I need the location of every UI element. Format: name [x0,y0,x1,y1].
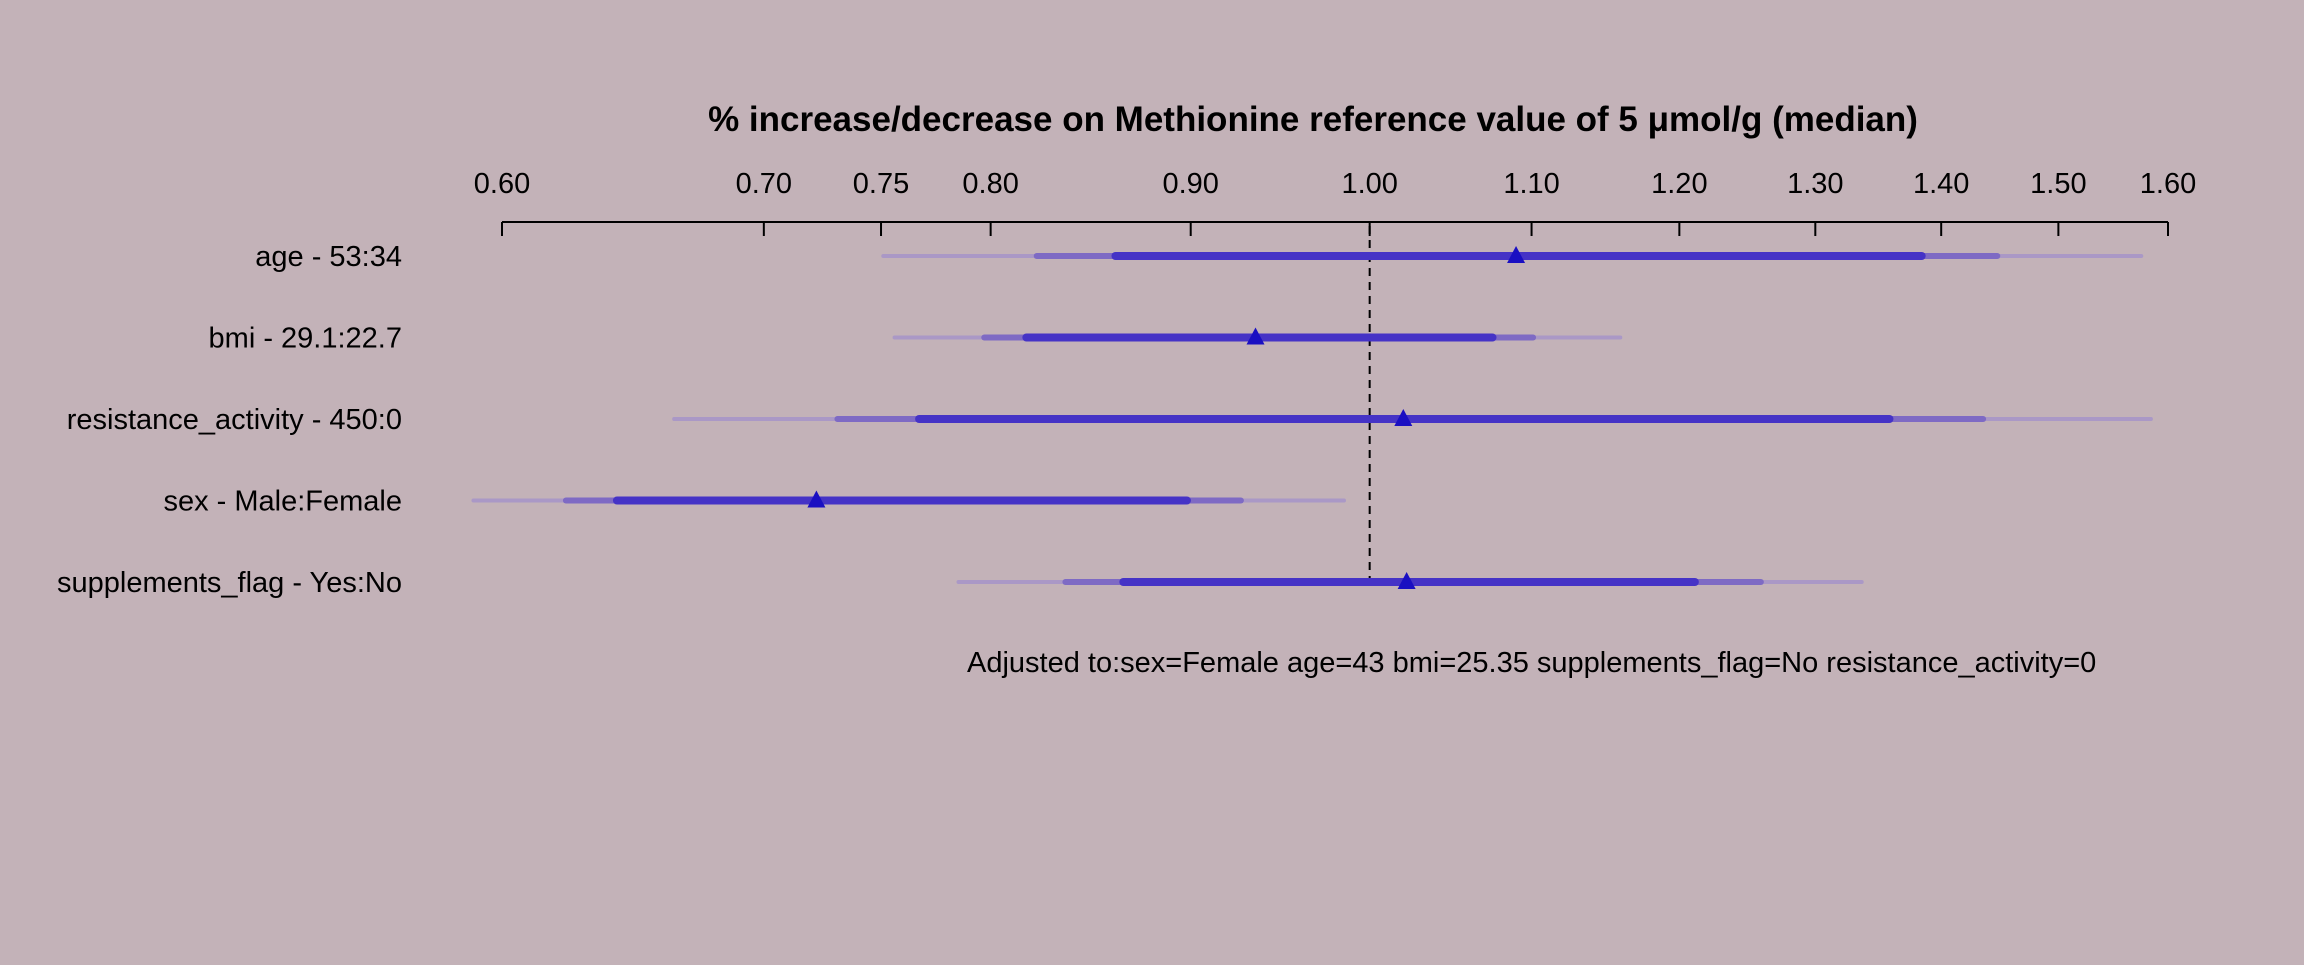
x-tick-label: 0.75 [853,168,909,200]
estimate-marker [1394,409,1413,426]
x-tick-label: 1.30 [1787,168,1843,200]
estimate-marker [1246,327,1265,345]
x-axis: 0.60 0.70 0.75 0.80 0.90 1.00 1.10 1.20 1.30 1.40… [474,168,2196,236]
x-tick-label: 1.40 [1913,168,1969,200]
x-tick-label: 0.90 [1162,168,1218,200]
row-label: supplements_flag - Yes:No [57,567,402,599]
row-label: age - 53:34 [255,241,402,273]
x-tick-label: 1.20 [1651,168,1707,200]
x-tick-label: 0.60 [474,168,530,200]
estimate-marker [807,490,826,508]
x-tick-label: 1.10 [1503,168,1559,200]
interval-row: resistance_activity - 450:0 [67,404,2153,436]
interval-row: age - 53:34 [255,241,2144,273]
interval-rows: age - 53:34 bmi - 29.1:22.7 resistance_act… [57,241,2153,599]
row-label: sex - Male:Female [163,486,402,518]
x-tick-label: 1.50 [2030,168,2086,200]
interval-row: supplements_flag - Yes:No [57,567,1864,599]
row-label: resistance_activity - 450:0 [67,404,402,436]
x-tick-label: 1.60 [2140,168,2196,200]
estimate-marker [1397,572,1416,589]
x-tick-label: 0.80 [962,168,1018,200]
interval-row: sex - Male:Female [163,486,1346,518]
x-tick-label: 1.00 [1341,168,1397,200]
row-label: bmi - 29.1:22.7 [209,323,402,355]
interval-row: bmi - 29.1:22.7 [209,323,1623,355]
estimate-marker [1507,246,1526,263]
x-tick-label: 0.70 [736,168,792,200]
chart-title: % increase/decrease on Methionine refere… [708,100,1918,139]
adjustment-note: Adjusted to:sex=Female age=43 bmi=25.35 … [967,647,2096,679]
